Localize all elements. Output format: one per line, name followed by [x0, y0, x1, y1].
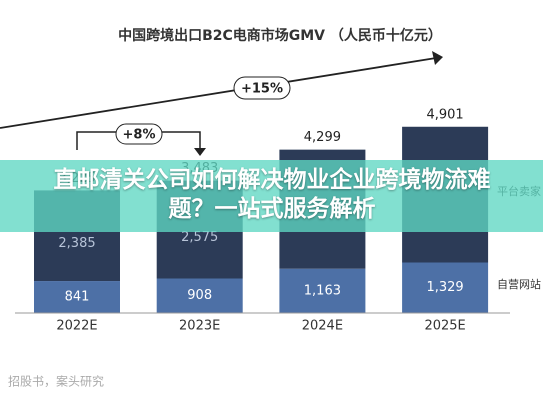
data-label: 2,575	[181, 230, 218, 245]
arrow	[0, 57, 437, 129]
total-label: 4,299	[304, 130, 341, 145]
bar-segment	[34, 281, 120, 313]
data-label: 908	[187, 288, 212, 303]
bar-segment	[156, 278, 243, 313]
x-tick-label: 2022E	[56, 319, 97, 334]
banner	[0, 160, 543, 232]
x-tick-label: 2025E	[424, 319, 465, 334]
source: 招股书，案头研究	[8, 374, 104, 389]
chart-title: 中国跨境出口B2C电商市场GMV （人民币十亿元）	[118, 27, 442, 44]
arrowhead	[432, 51, 443, 65]
legend-label: 自营网站	[497, 277, 541, 291]
data-label: 1,329	[426, 280, 463, 295]
arrowhead	[194, 148, 206, 156]
data-label: 1,163	[304, 283, 341, 298]
data-label: 2,385	[58, 236, 95, 251]
annotation: +15%	[241, 82, 283, 97]
bar-segment	[402, 262, 489, 313]
data-label: 841	[65, 290, 90, 305]
badge	[233, 76, 291, 100]
x-tick-label: 2024E	[302, 319, 343, 334]
annotation: +8%	[123, 128, 156, 143]
overlay-title: 直邮清关公司如何解决物业企业跨境物流难题？一站式服务解析	[53, 167, 491, 222]
bar-segment	[279, 268, 366, 313]
x-tick-label: 2023E	[179, 319, 220, 334]
total-label: 4,901	[426, 107, 463, 122]
badge	[115, 123, 163, 145]
